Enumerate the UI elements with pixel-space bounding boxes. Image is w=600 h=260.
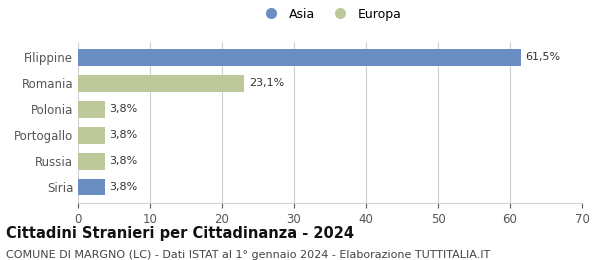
Text: 3,8%: 3,8% — [110, 104, 138, 114]
Bar — [78, 75, 244, 92]
Bar — [78, 101, 106, 118]
Bar — [78, 153, 106, 170]
Bar — [78, 49, 521, 66]
Text: 3,8%: 3,8% — [110, 182, 138, 192]
Text: 3,8%: 3,8% — [110, 130, 138, 140]
Text: COMUNE DI MARGNO (LC) - Dati ISTAT al 1° gennaio 2024 - Elaborazione TUTTITALIA.: COMUNE DI MARGNO (LC) - Dati ISTAT al 1°… — [6, 250, 490, 259]
Bar — [78, 179, 106, 196]
Text: 61,5%: 61,5% — [525, 52, 560, 62]
Bar — [78, 127, 106, 144]
Text: 3,8%: 3,8% — [110, 156, 138, 166]
Legend: Asia, Europa: Asia, Europa — [254, 3, 406, 26]
Text: 23,1%: 23,1% — [248, 78, 284, 88]
Text: Cittadini Stranieri per Cittadinanza - 2024: Cittadini Stranieri per Cittadinanza - 2… — [6, 226, 354, 241]
